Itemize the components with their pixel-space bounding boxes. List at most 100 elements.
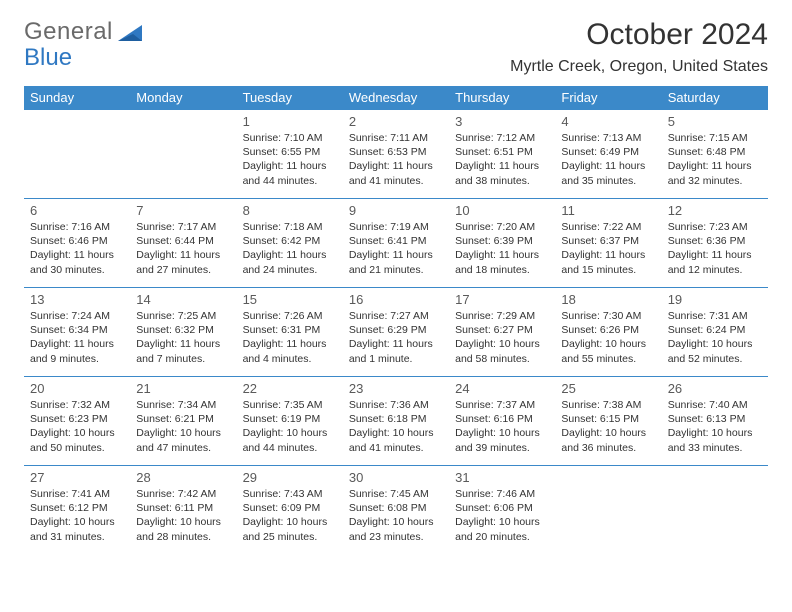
calendar-day-cell: 23Sunrise: 7:36 AMSunset: 6:18 PMDayligh…	[343, 377, 449, 466]
calendar-day-cell: 19Sunrise: 7:31 AMSunset: 6:24 PMDayligh…	[662, 288, 768, 377]
day-number: 15	[243, 292, 337, 307]
day-number: 12	[668, 203, 762, 218]
day-info: Sunrise: 7:29 AMSunset: 6:27 PMDaylight:…	[455, 309, 549, 366]
day-info: Sunrise: 7:13 AMSunset: 6:49 PMDaylight:…	[561, 131, 655, 188]
day-number: 13	[30, 292, 124, 307]
day-info: Sunrise: 7:32 AMSunset: 6:23 PMDaylight:…	[30, 398, 124, 455]
day-number: 8	[243, 203, 337, 218]
day-info: Sunrise: 7:12 AMSunset: 6:51 PMDaylight:…	[455, 131, 549, 188]
calendar-week-row: 13Sunrise: 7:24 AMSunset: 6:34 PMDayligh…	[24, 288, 768, 377]
day-number: 19	[668, 292, 762, 307]
calendar-day-cell: 29Sunrise: 7:43 AMSunset: 6:09 PMDayligh…	[237, 466, 343, 555]
day-header: Friday	[555, 86, 661, 110]
calendar-empty-cell	[662, 466, 768, 555]
calendar-day-cell: 28 Sunrise: 7:42 AMSunset: 6:11 PMDayligh…	[130, 466, 236, 555]
calendar-day-cell: 27Sunrise: 7:41 AMSunset: 6:12 PMDayligh…	[24, 466, 130, 555]
day-number: 29	[243, 470, 337, 485]
day-header: Saturday	[662, 86, 768, 110]
day-info: Sunrise: 7:37 AMSunset: 6:16 PMDaylight:…	[455, 398, 549, 455]
day-info: Sunrise: 7:34 AMSunset: 6:21 PMDaylight:…	[136, 398, 230, 455]
logo-word-blue: Blue	[24, 44, 72, 71]
calendar-table: SundayMondayTuesdayWednesdayThursdayFrid…	[24, 86, 768, 554]
calendar-day-cell: 25 Sunrise: 7:38 AMSunset: 6:15 PMDayligh…	[555, 377, 661, 466]
calendar-head: SundayMondayTuesdayWednesdayThursdayFrid…	[24, 86, 768, 110]
title-area: October 2024 Myrtle Creek, Oregon, Unite…	[510, 18, 768, 76]
day-info: Sunrise: 7:19 AMSunset: 6:41 PMDaylight:…	[349, 220, 443, 277]
day-info: Sunrise: 7:26 AMSunset: 6:31 PMDaylight:…	[243, 309, 337, 366]
day-info: Sunrise: 7:23 AMSunset: 6:36 PMDaylight:…	[668, 220, 762, 277]
day-info: Sunrise: 7:38 AMSunset: 6:15 PMDaylight:…	[561, 398, 655, 455]
day-info: Sunrise: 7:42 AMSunset: 6:11 PMDaylight:…	[136, 487, 230, 544]
day-info: Sunrise: 7:22 AMSunset: 6:37 PMDaylight:…	[561, 220, 655, 277]
calendar-day-cell: 6Sunrise: 7:16 AMSunset: 6:46 PMDaylight…	[24, 199, 130, 288]
calendar-day-cell: 24Sunrise: 7:37 AMSunset: 6:16 PMDayligh…	[449, 377, 555, 466]
calendar-week-row: 20 Sunrise: 7:32 AMSunset: 6:23 PMDayligh…	[24, 377, 768, 466]
calendar-day-cell: 21 Sunrise: 7:34 AMSunset: 6:21 PMDayligh…	[130, 377, 236, 466]
day-number: 5	[668, 114, 762, 129]
calendar-day-cell: 17 Sunrise: 7:29 AMSunset: 6:27 PMDayligh…	[449, 288, 555, 377]
calendar-week-row: 6Sunrise: 7:16 AMSunset: 6:46 PMDaylight…	[24, 199, 768, 288]
day-header: Monday	[130, 86, 236, 110]
calendar-day-cell: 3 Sunrise: 7:12 AMSunset: 6:51 PMDaylight…	[449, 110, 555, 199]
calendar-day-cell: 30Sunrise: 7:45 AMSunset: 6:08 PMDayligh…	[343, 466, 449, 555]
day-info: Sunrise: 7:46 AMSunset: 6:06 PMDaylight:…	[455, 487, 549, 544]
day-number: 18	[561, 292, 655, 307]
day-number: 31	[455, 470, 549, 485]
day-info: Sunrise: 7:17 AMSunset: 6:44 PMDaylight:…	[136, 220, 230, 277]
calendar-day-cell: 31 Sunrise: 7:46 AMSunset: 6:06 PMDayligh…	[449, 466, 555, 555]
day-header-row: SundayMondayTuesdayWednesdayThursdayFrid…	[24, 86, 768, 110]
day-number: 28	[136, 470, 230, 485]
logo: General	[24, 18, 143, 46]
calendar-day-cell: 4 Sunrise: 7:13 AMSunset: 6:49 PMDaylight…	[555, 110, 661, 199]
logo-triangle-icon	[117, 23, 143, 43]
calendar-day-cell: 8 Sunrise: 7:18 AMSunset: 6:42 PMDaylight…	[237, 199, 343, 288]
calendar-body: 1Sunrise: 7:10 AMSunset: 6:55 PMDaylight…	[24, 110, 768, 555]
day-header: Tuesday	[237, 86, 343, 110]
day-number: 17	[455, 292, 549, 307]
calendar-day-cell: 5 Sunrise: 7:15 AMSunset: 6:48 PMDaylight…	[662, 110, 768, 199]
day-number: 11	[561, 203, 655, 218]
day-number: 16	[349, 292, 443, 307]
calendar-page: General October 2024 Myrtle Creek, Orego…	[0, 0, 792, 612]
calendar-day-cell: 22Sunrise: 7:35 AMSunset: 6:19 PMDayligh…	[237, 377, 343, 466]
day-header: Wednesday	[343, 86, 449, 110]
calendar-week-row: 1Sunrise: 7:10 AMSunset: 6:55 PMDaylight…	[24, 110, 768, 199]
calendar-day-cell: 2Sunrise: 7:11 AMSunset: 6:53 PMDaylight…	[343, 110, 449, 199]
calendar-day-cell: 20 Sunrise: 7:32 AMSunset: 6:23 PMDayligh…	[24, 377, 130, 466]
calendar-day-cell: 7 Sunrise: 7:17 AMSunset: 6:44 PMDaylight…	[130, 199, 236, 288]
day-info: Sunrise: 7:11 AMSunset: 6:53 PMDaylight:…	[349, 131, 443, 188]
location: Myrtle Creek, Oregon, United States	[510, 58, 768, 76]
calendar-day-cell: 26Sunrise: 7:40 AMSunset: 6:13 PMDayligh…	[662, 377, 768, 466]
calendar-day-cell: 11 Sunrise: 7:22 AMSunset: 6:37 PMDayligh…	[555, 199, 661, 288]
calendar-day-cell: 14 Sunrise: 7:25 AMSunset: 6:32 PMDayligh…	[130, 288, 236, 377]
day-number: 21	[136, 381, 230, 396]
day-info: Sunrise: 7:40 AMSunset: 6:13 PMDaylight:…	[668, 398, 762, 455]
day-info: Sunrise: 7:18 AMSunset: 6:42 PMDaylight:…	[243, 220, 337, 277]
day-info: Sunrise: 7:27 AMSunset: 6:29 PMDaylight:…	[349, 309, 443, 366]
day-number: 30	[349, 470, 443, 485]
calendar-day-cell: 15 Sunrise: 7:26 AMSunset: 6:31 PMDayligh…	[237, 288, 343, 377]
day-number: 4	[561, 114, 655, 129]
calendar-empty-cell	[130, 110, 236, 199]
day-info: Sunrise: 7:25 AMSunset: 6:32 PMDaylight:…	[136, 309, 230, 366]
month-title: October 2024	[510, 18, 768, 52]
day-number: 20	[30, 381, 124, 396]
day-number: 3	[455, 114, 549, 129]
day-info: Sunrise: 7:15 AMSunset: 6:48 PMDaylight:…	[668, 131, 762, 188]
day-header: Sunday	[24, 86, 130, 110]
calendar-day-cell: 1Sunrise: 7:10 AMSunset: 6:55 PMDaylight…	[237, 110, 343, 199]
day-info: Sunrise: 7:10 AMSunset: 6:55 PMDaylight:…	[243, 131, 337, 188]
day-number: 10	[455, 203, 549, 218]
day-number: 14	[136, 292, 230, 307]
day-info: Sunrise: 7:16 AMSunset: 6:46 PMDaylight:…	[30, 220, 124, 277]
day-info: Sunrise: 7:20 AMSunset: 6:39 PMDaylight:…	[455, 220, 549, 277]
header-row: General October 2024 Myrtle Creek, Orego…	[24, 18, 768, 76]
day-number: 7	[136, 203, 230, 218]
day-number: 25	[561, 381, 655, 396]
day-header: Thursday	[449, 86, 555, 110]
day-info: Sunrise: 7:30 AMSunset: 6:26 PMDaylight:…	[561, 309, 655, 366]
calendar-week-row: 27Sunrise: 7:41 AMSunset: 6:12 PMDayligh…	[24, 466, 768, 555]
day-info: Sunrise: 7:41 AMSunset: 6:12 PMDaylight:…	[30, 487, 124, 544]
logo-word-general: General	[24, 18, 113, 46]
day-number: 22	[243, 381, 337, 396]
